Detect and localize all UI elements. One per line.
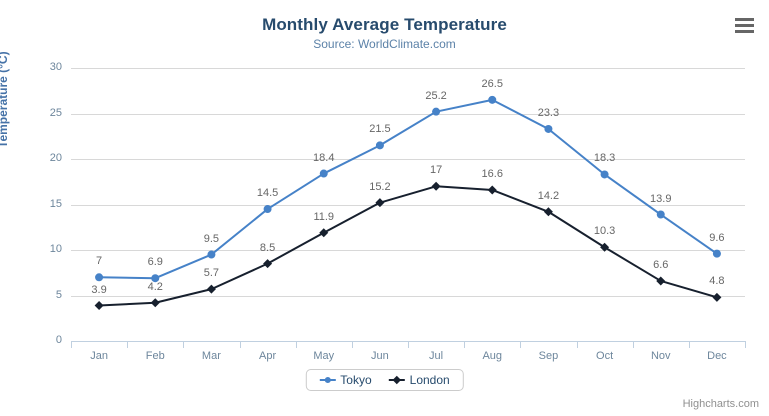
menu-bar-2 xyxy=(734,23,754,27)
data-label: 23.3 xyxy=(537,106,560,119)
x-axis-tick xyxy=(464,342,466,348)
data-label: 16.6 xyxy=(481,167,503,180)
data-label: 26.5 xyxy=(481,77,503,90)
credits-link[interactable]: Highcharts.com xyxy=(682,398,759,410)
x-axis-tick xyxy=(351,342,353,348)
x-axis-tick xyxy=(408,342,409,348)
legend-marker xyxy=(324,377,331,383)
gridline xyxy=(71,68,745,69)
plot-area xyxy=(71,68,745,342)
x-axis-label-feb: Feb xyxy=(145,350,165,362)
data-label: 4.8 xyxy=(709,275,725,288)
legend-label: Tokyo xyxy=(340,373,372,387)
x-axis-tick xyxy=(183,342,185,348)
x-axis-label-jul: Jul xyxy=(429,350,444,362)
data-label: 21.5 xyxy=(369,123,391,136)
menu-bar-1 xyxy=(734,17,754,21)
x-axis-tick xyxy=(688,342,690,348)
x-axis-label-mar: Mar xyxy=(201,350,221,362)
y-axis-tick-label: 25 xyxy=(49,106,62,119)
data-label: 9.6 xyxy=(709,231,725,244)
x-axis-tick xyxy=(576,342,578,348)
x-axis-label-nov: Nov xyxy=(650,350,671,362)
legend-symbol-tokyo-icon xyxy=(319,375,336,385)
x-axis-tick xyxy=(127,342,129,348)
x-axis-line xyxy=(71,341,746,342)
hamburger-menu-icon[interactable] xyxy=(732,14,756,36)
x-axis-tick xyxy=(745,342,746,348)
x-axis-label-aug: Aug xyxy=(482,350,503,362)
y-axis-tick-label: 15 xyxy=(49,197,62,210)
x-axis-tick xyxy=(520,342,522,348)
y-axis-tick-label: 20 xyxy=(49,152,62,164)
data-label: 11.9 xyxy=(313,210,335,223)
data-label: 4.2 xyxy=(147,280,163,293)
data-label: 15.2 xyxy=(369,180,391,193)
x-axis-tick xyxy=(239,342,241,348)
data-label: 17 xyxy=(429,164,443,177)
data-label: 13.9 xyxy=(650,192,672,205)
chart-legend: Tokyo London xyxy=(305,369,464,391)
data-label: 6.9 xyxy=(147,256,163,269)
data-label: 7 xyxy=(96,255,103,268)
data-label: 8.5 xyxy=(259,241,276,254)
data-label: 25.2 xyxy=(425,89,447,102)
legend-marker xyxy=(392,375,401,385)
y-axis-tick-label: 5 xyxy=(55,288,62,301)
chart-subtitle: Source: WorldClimate.com xyxy=(313,37,456,51)
legend-item-tokyo[interactable]: Tokyo xyxy=(319,373,372,387)
x-axis-tick xyxy=(632,342,634,348)
x-axis-label-jan: Jan xyxy=(90,350,108,362)
y-axis-tick-label: 10 xyxy=(49,243,62,255)
data-label: 9.5 xyxy=(203,232,220,245)
x-axis-label-dec: Dec xyxy=(707,350,727,362)
y-axis-tick-label: 0 xyxy=(55,334,62,346)
gridline xyxy=(71,250,745,251)
menu-bar-3 xyxy=(734,29,754,33)
legend-item-london[interactable]: London xyxy=(388,373,450,387)
data-label: 3.9 xyxy=(91,283,107,296)
data-label: 6.6 xyxy=(653,258,669,271)
x-axis-label-may: May xyxy=(313,350,335,362)
data-label: 5.7 xyxy=(203,267,220,280)
gridline xyxy=(71,113,745,115)
x-axis-label-oct: Oct xyxy=(596,350,614,362)
legend-symbol-london-icon xyxy=(388,375,405,385)
chart-title: Monthly Average Temperature xyxy=(262,15,507,34)
data-label: 14.2 xyxy=(537,189,560,202)
data-label: 18.4 xyxy=(313,151,335,164)
data-label: 14.5 xyxy=(256,187,279,200)
x-axis-label-jun: Jun xyxy=(371,350,389,362)
x-axis-tick xyxy=(295,342,297,348)
gridline xyxy=(71,295,745,297)
x-axis-tick xyxy=(71,342,72,348)
data-label: 10.3 xyxy=(593,225,616,238)
gridline xyxy=(71,204,745,206)
data-label: 18.3 xyxy=(593,152,616,165)
x-axis-label-apr: Apr xyxy=(259,350,277,362)
legend-label: London xyxy=(409,373,450,387)
gridline xyxy=(71,159,745,160)
y-axis-tick-label: 30 xyxy=(49,61,62,73)
x-axis-label-sep: Sep xyxy=(538,350,559,362)
